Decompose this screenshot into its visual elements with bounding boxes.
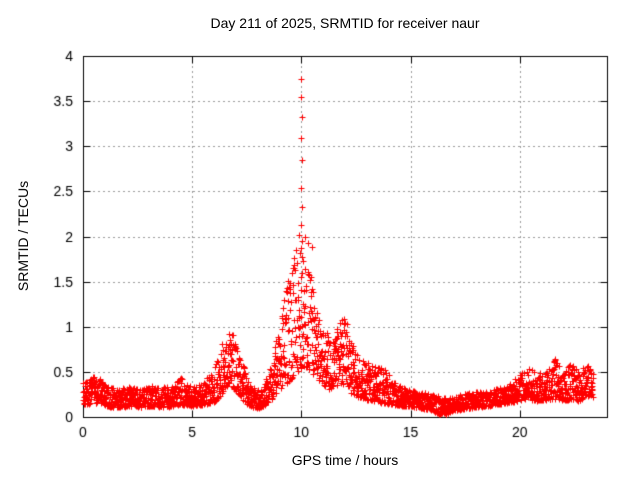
chart-title: Day 211 of 2025, SRMTID for receiver nau…	[210, 15, 480, 31]
x-axis-label: GPS time / hours	[291, 452, 399, 468]
y-axis-label: SRMTID / TECUs	[15, 180, 31, 292]
